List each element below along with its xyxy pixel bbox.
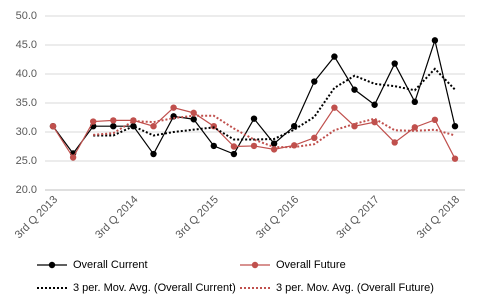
data-point — [431, 37, 439, 44]
y-tick-label: 35.0 — [16, 97, 37, 109]
data-point — [250, 115, 258, 122]
data-point — [451, 123, 459, 130]
legend-marker — [251, 261, 259, 269]
data-point — [411, 124, 418, 131]
data-point — [311, 78, 318, 85]
legend-label: 3 per. Mov. Avg. (Overall Future) — [276, 282, 434, 294]
y-tick-label: 30.0 — [16, 126, 37, 138]
data-point — [391, 60, 398, 67]
data-point — [291, 142, 298, 149]
x-tick-label: 3rd Q 2014 — [93, 194, 140, 241]
y-tick-label: 40.0 — [16, 68, 37, 80]
data-point — [351, 86, 358, 93]
y-tick-label: 25.0 — [16, 155, 37, 167]
series-line — [52, 38, 456, 156]
x-tick-label: 3rd Q 2013 — [13, 194, 60, 241]
y-tick-label: 45.0 — [16, 39, 37, 51]
x-tick-label: 3rd Q 2018 — [415, 194, 462, 241]
legend-marker — [48, 261, 56, 269]
data-point — [371, 101, 378, 108]
y-tick-label: 50.0 — [16, 10, 37, 22]
data-point — [270, 146, 278, 153]
series-line — [93, 114, 456, 149]
data-point — [331, 104, 338, 111]
data-point — [391, 139, 398, 146]
data-point — [170, 104, 177, 111]
y-tick-label: 20.0 — [16, 184, 37, 196]
data-point — [431, 116, 439, 124]
legend-label: Overall Future — [276, 259, 346, 271]
data-point — [190, 109, 197, 117]
data-point — [210, 123, 217, 130]
legend-label: Overall Current — [73, 259, 148, 271]
data-point — [411, 98, 418, 106]
data-point — [311, 134, 318, 141]
x-tick-label: 3rd Q 2016 — [254, 194, 301, 241]
data-point — [270, 140, 278, 147]
data-point — [331, 53, 338, 60]
data-point — [150, 150, 157, 158]
data-point — [230, 143, 238, 150]
data-point — [451, 155, 459, 162]
x-tick-label: 3rd Q 2017 — [334, 194, 381, 241]
legend-label: 3 per. Mov. Avg. (Overall Current) — [73, 282, 236, 294]
data-point — [90, 118, 97, 125]
x-tick-label: 3rd Q 2015 — [174, 194, 221, 241]
data-point — [210, 142, 217, 150]
data-point — [49, 123, 57, 130]
data-point — [69, 154, 77, 161]
data-point — [110, 123, 117, 130]
data-point — [110, 117, 117, 124]
data-point — [230, 150, 238, 158]
legend: Overall Current Overall Future 3 per. Mov.… — [37, 259, 434, 294]
data-point — [250, 142, 258, 150]
series-line — [93, 67, 456, 141]
data-point — [190, 116, 197, 123]
data-point — [150, 123, 157, 130]
